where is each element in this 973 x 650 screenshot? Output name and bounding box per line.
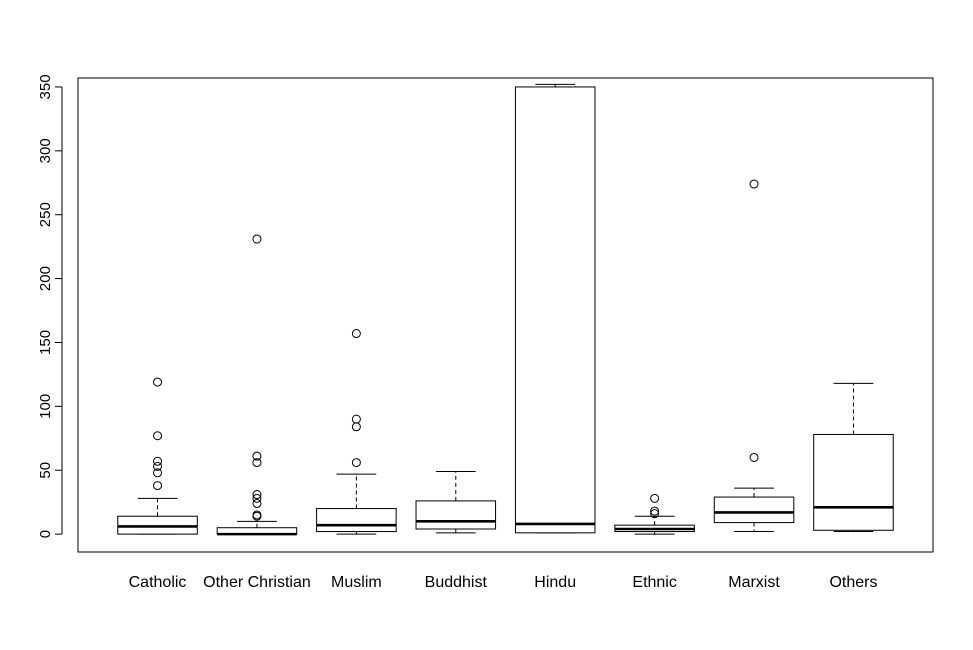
- outlier-point: [252, 510, 262, 520]
- y-tick-label: 350: [37, 74, 54, 99]
- plot-frame: [77, 77, 934, 553]
- y-tick-label: 100: [37, 394, 54, 419]
- box-muslim: [316, 329, 397, 535]
- outlier-point: [749, 179, 759, 189]
- iqr-box: [713, 496, 795, 524]
- x-category-label: Hindu: [534, 574, 576, 591]
- x-category-label: Buddhist: [425, 574, 488, 591]
- y-axis: 0 50 100 150 200 250 300 350: [37, 74, 63, 538]
- box-other-christian: [216, 234, 298, 536]
- box-others: [813, 382, 894, 533]
- y-tick-label: 300: [37, 138, 54, 163]
- x-category-label: Catholic: [129, 574, 187, 591]
- y-tick-label: 0: [37, 530, 54, 538]
- box-hindu: [514, 83, 596, 534]
- outlier-point: [351, 422, 361, 432]
- outlier-point: [650, 493, 660, 503]
- y-tick-label: 150: [37, 330, 54, 355]
- outlier-point: [252, 498, 262, 508]
- outlier-point: [153, 377, 163, 387]
- iqr-box: [316, 508, 397, 533]
- box-ethnic: [614, 493, 695, 535]
- y-tick-label: 50: [37, 462, 54, 479]
- outlier-point: [252, 234, 262, 244]
- outlier-point: [252, 451, 262, 461]
- box-catholic: [117, 377, 198, 535]
- box-buddhist: [415, 471, 497, 534]
- outlier-point: [153, 461, 163, 471]
- x-category-label: Others: [829, 574, 877, 591]
- iqr-box: [415, 500, 497, 530]
- outlier-point: [351, 458, 361, 468]
- x-category-label: Marxist: [728, 574, 780, 591]
- outlier-point: [153, 468, 163, 478]
- x-category-label: Ethnic: [632, 574, 676, 591]
- box-series: [117, 83, 894, 536]
- box-marxist: [713, 179, 795, 533]
- outlier-point: [351, 329, 361, 339]
- iqr-box: [514, 86, 596, 534]
- iqr-box: [813, 433, 894, 531]
- y-tick-label: 250: [37, 202, 54, 227]
- outlier-point: [252, 490, 262, 500]
- outlier-point: [749, 452, 759, 462]
- outlier-point: [153, 431, 163, 441]
- y-tick-label: 200: [37, 266, 54, 291]
- x-axis: Catholic Other Christian Muslim Buddhist Hin…: [129, 574, 878, 591]
- outlier-point: [650, 506, 660, 516]
- x-category-label: Muslim: [331, 574, 382, 591]
- outlier-point: [351, 414, 361, 424]
- x-category-label: Other Christian: [203, 574, 311, 591]
- outlier-point: [153, 456, 163, 466]
- outlier-point: [153, 481, 163, 491]
- outlier-point: [252, 458, 262, 468]
- outlier-point: [252, 493, 262, 503]
- outlier-point: [650, 509, 660, 519]
